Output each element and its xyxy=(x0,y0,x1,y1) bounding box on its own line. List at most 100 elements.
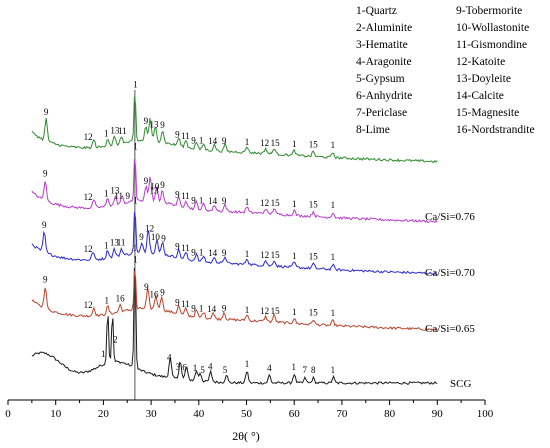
peak-label: 14 xyxy=(208,136,218,146)
x-axis: 0 10 20 30 40 50 60 70 80 90 100 xyxy=(5,399,494,420)
x-tick-label: 50 xyxy=(241,408,253,420)
peak-label: 13 xyxy=(149,120,159,130)
peak-label: 8 xyxy=(311,365,316,375)
peak-label: 1 xyxy=(104,189,109,199)
legend-entry: 11-Gismondine xyxy=(456,39,527,51)
peak-label: 1 xyxy=(292,307,297,317)
peak-label: 9 xyxy=(222,248,227,258)
x-tick-label: 60 xyxy=(289,408,301,420)
peak-label: 15 xyxy=(271,306,281,316)
legend-entry: 13-Doyleite xyxy=(456,73,511,85)
x-tick-label: 0 xyxy=(5,408,11,420)
peak-label: 15 xyxy=(271,250,281,260)
peak-label: 5 xyxy=(223,365,228,375)
peak-label: 13 xyxy=(110,186,120,196)
legend-entry: 6-Anhydrite xyxy=(356,90,412,102)
peak-label: 4 xyxy=(267,363,272,373)
peak-label: 1 xyxy=(291,362,296,372)
peak-label: 9 xyxy=(144,116,149,126)
x-tick-label: 40 xyxy=(193,408,205,420)
peak-label: 11 xyxy=(181,191,190,201)
peak-label: 13 xyxy=(110,238,120,248)
peak-label: 1 xyxy=(245,305,250,315)
peak-label: 9 xyxy=(160,180,165,190)
series-label: Ca/Si=0.70 xyxy=(425,267,475,279)
peak-label: 11 xyxy=(181,131,190,141)
series-line xyxy=(31,96,438,163)
series-line xyxy=(31,212,438,276)
peak-label: 10 xyxy=(150,182,160,192)
peak-label: 12 xyxy=(84,300,93,310)
peak-label: 14 xyxy=(208,248,218,258)
peak-label: 12 xyxy=(84,192,93,202)
peak-label: 2 xyxy=(113,335,118,345)
peak-label: 4 xyxy=(208,361,213,371)
series-line xyxy=(31,159,438,224)
peak-label: 1 xyxy=(133,254,138,264)
peak-label: 1 xyxy=(133,142,138,152)
peak-label: 15 xyxy=(271,198,281,208)
peak-label: 9 xyxy=(42,220,47,230)
peak-label: 1 xyxy=(193,363,198,373)
peak-label: 1 xyxy=(245,249,250,259)
x-tick-label: 30 xyxy=(146,408,158,420)
peak-label: 1 xyxy=(104,129,109,139)
peak-label: 12 xyxy=(145,223,154,233)
x-tick-label: 10 xyxy=(50,408,62,420)
x-tick-label: 100 xyxy=(477,408,494,420)
peak-label: 11 xyxy=(181,299,190,309)
peak-label: 1 xyxy=(104,296,109,306)
peak-label: 1 xyxy=(245,359,250,369)
peak-label: 9 xyxy=(43,275,48,285)
legend-entry: 15-Magnesite xyxy=(456,107,519,119)
peak-label: 1 xyxy=(331,200,336,210)
peak-label: 9 xyxy=(191,135,196,145)
series-label: Ca/Si=0.65 xyxy=(425,323,475,335)
peak-label: 9 xyxy=(222,196,227,206)
peak-label: 1 xyxy=(199,136,204,146)
peak-label: 1 xyxy=(292,251,297,261)
peak-label: 12 xyxy=(260,250,269,260)
peak-label: 1 xyxy=(292,199,297,209)
peak-label: 12 xyxy=(260,198,269,208)
legend-entry: 10-Wollastonite xyxy=(456,22,529,34)
peak-label: 12 xyxy=(260,306,269,316)
legend-entry: 3-Hematite xyxy=(356,39,408,51)
peak-label: 9 xyxy=(160,288,165,298)
x-tick-label: 20 xyxy=(98,408,110,420)
peak-label: 4 xyxy=(167,353,172,363)
peak-label: 1 xyxy=(331,252,336,262)
x-tick-label: 80 xyxy=(384,408,396,420)
legend-entry: 5-Gypsum xyxy=(356,73,405,85)
peak-label: 9 xyxy=(191,247,196,257)
series-line xyxy=(31,270,438,331)
peak-label: 9 xyxy=(144,176,149,186)
peak-label: 12 xyxy=(84,244,93,254)
peak-label: 14 xyxy=(207,304,217,314)
peak-label: 10 xyxy=(151,232,161,242)
peak-label: 15 xyxy=(309,307,319,317)
peak-label: 6 xyxy=(182,363,187,373)
peak-label: 9 xyxy=(44,107,49,117)
peak-label: 13 xyxy=(149,185,159,195)
x-tick-label: 90 xyxy=(432,408,444,420)
legend-entry: 1-Quartz xyxy=(356,5,397,17)
peak-label: 16 xyxy=(149,290,159,300)
legend-entry: 14-Calcite xyxy=(456,90,504,102)
peak-label: 13 xyxy=(110,126,120,136)
legend: 1-Quartz 2-Aluminite 3-Hematite 4-Aragonite… xyxy=(356,5,535,136)
legend-entry: 7-Periclase xyxy=(356,107,407,119)
peak-label: 9 xyxy=(175,242,180,252)
peak-label: 12 xyxy=(84,132,93,142)
peak-label: 3 xyxy=(176,362,181,372)
peak-label: 1 xyxy=(199,196,204,206)
peak-label: 9 xyxy=(175,298,180,308)
peak-label: 9 xyxy=(191,303,196,313)
peak-label: 9 xyxy=(139,232,144,242)
peak-label: 16 xyxy=(116,294,126,304)
peak-label: 9 xyxy=(222,303,227,313)
peak-label: 1 xyxy=(331,308,336,318)
peak-label: 1 xyxy=(101,349,106,359)
